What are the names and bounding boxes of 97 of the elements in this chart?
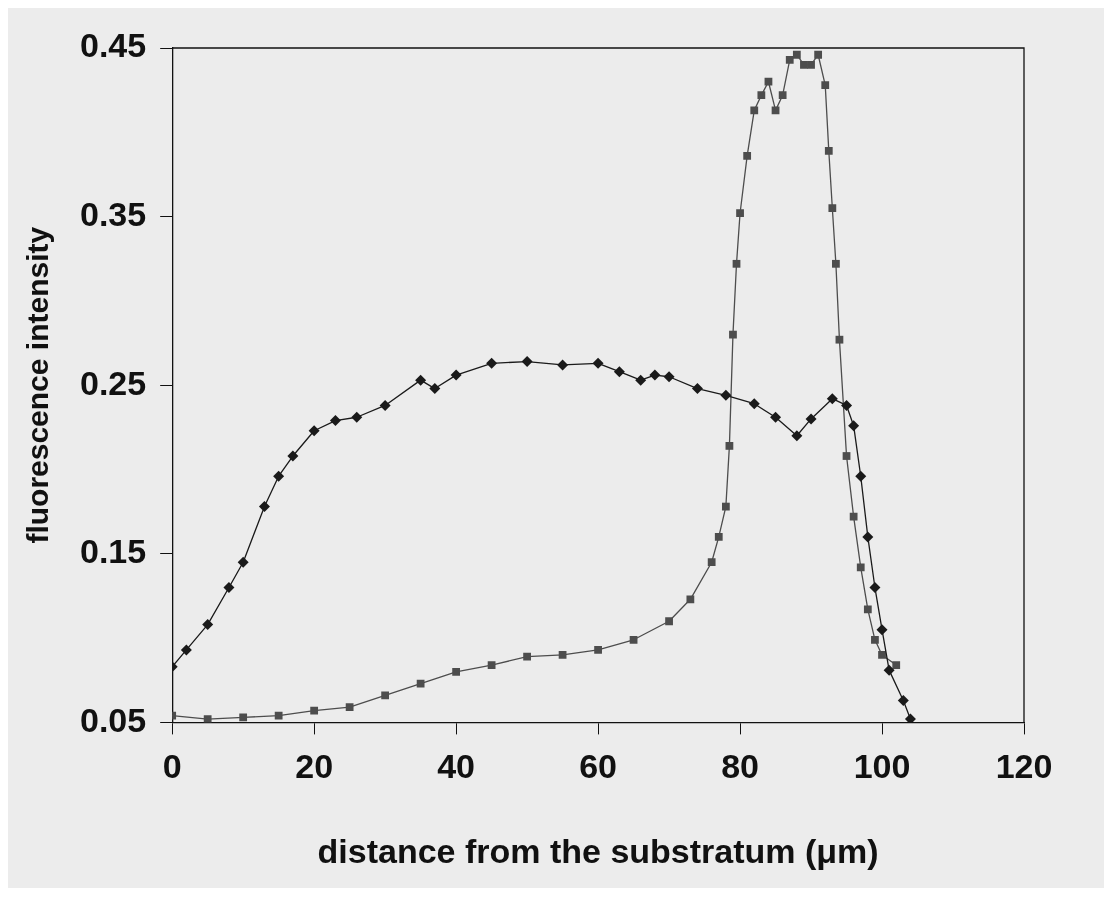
- point: [743, 152, 752, 160]
- x-tick-label: 0: [162, 747, 182, 786]
- point: [649, 369, 661, 381]
- point: [892, 661, 901, 669]
- y-tick-label: 0.15: [79, 532, 147, 571]
- point: [450, 369, 462, 381]
- point: [785, 55, 794, 64]
- point: [842, 452, 851, 460]
- point: [826, 393, 838, 405]
- y-tick-label: 0.05: [79, 700, 147, 739]
- y-tick-label: 0.25: [79, 363, 147, 402]
- point: [807, 60, 815, 69]
- point: [379, 399, 391, 411]
- point: [613, 366, 625, 378]
- x-tick-label: 120: [995, 747, 1053, 786]
- point: [665, 617, 673, 626]
- point: [904, 713, 916, 723]
- point: [770, 411, 782, 423]
- point: [487, 661, 496, 669]
- point: [203, 715, 212, 723]
- point: [750, 106, 759, 115]
- point: [883, 664, 895, 676]
- point: [841, 399, 853, 411]
- point: [429, 383, 441, 395]
- point: [707, 558, 716, 567]
- point: [897, 694, 909, 706]
- point: [558, 651, 567, 659]
- point: [814, 50, 823, 59]
- point: [452, 667, 461, 676]
- x-axis-title: distance from the substratum (μm): [317, 831, 879, 870]
- point: [691, 383, 703, 395]
- point: [729, 330, 737, 339]
- point: [486, 357, 498, 369]
- point: [878, 651, 886, 659]
- point: [663, 371, 675, 383]
- point: [523, 652, 531, 661]
- point: [876, 624, 888, 636]
- point: [351, 411, 363, 423]
- y-tick-label: 0.45: [79, 26, 147, 65]
- point: [310, 706, 319, 715]
- point: [415, 374, 427, 386]
- point: [202, 619, 214, 631]
- point: [771, 106, 780, 115]
- x-tick-label: 60: [579, 747, 617, 786]
- point: [714, 533, 723, 541]
- point: [856, 563, 865, 572]
- point: [308, 425, 320, 437]
- point: [594, 646, 602, 654]
- point: [635, 374, 647, 386]
- point: [835, 335, 844, 344]
- point: [736, 209, 744, 218]
- point: [848, 420, 860, 432]
- x-tick-label: 20: [295, 747, 334, 786]
- point: [629, 635, 638, 644]
- x-tick-label: 100: [853, 747, 911, 786]
- y-tick-label: 0.35: [79, 194, 147, 233]
- point: [258, 501, 270, 513]
- point: [223, 582, 235, 594]
- point: [381, 691, 390, 700]
- y-axis-title: fluorescence intensity: [21, 226, 55, 544]
- point: [871, 635, 879, 644]
- point: [720, 389, 732, 401]
- point: [416, 679, 425, 688]
- point: [757, 91, 766, 100]
- point: [273, 470, 285, 482]
- point: [778, 91, 787, 100]
- point: [287, 450, 299, 462]
- x-tick-label: 80: [721, 747, 759, 786]
- point: [824, 146, 833, 155]
- point: [821, 81, 830, 89]
- point: [791, 430, 803, 442]
- point: [800, 60, 808, 69]
- point: [274, 711, 283, 720]
- point: [828, 204, 837, 213]
- point: [180, 644, 192, 656]
- point: [725, 442, 734, 450]
- point: [521, 356, 533, 368]
- point: [764, 77, 773, 86]
- point: [748, 398, 760, 410]
- point: [345, 703, 354, 712]
- point: [855, 470, 867, 482]
- point: [792, 50, 801, 59]
- point: [849, 512, 858, 521]
- point: [557, 359, 569, 371]
- point: [805, 413, 817, 425]
- point: [721, 502, 730, 511]
- point: [832, 259, 840, 268]
- point: [869, 582, 881, 594]
- point: [592, 357, 604, 369]
- point: [686, 595, 695, 604]
- point: [863, 605, 872, 614]
- point: [732, 259, 741, 268]
- point: [237, 556, 249, 568]
- point: [239, 713, 248, 722]
- point: [862, 531, 874, 543]
- x-tick-label: 40: [437, 747, 476, 786]
- point: [329, 415, 341, 427]
